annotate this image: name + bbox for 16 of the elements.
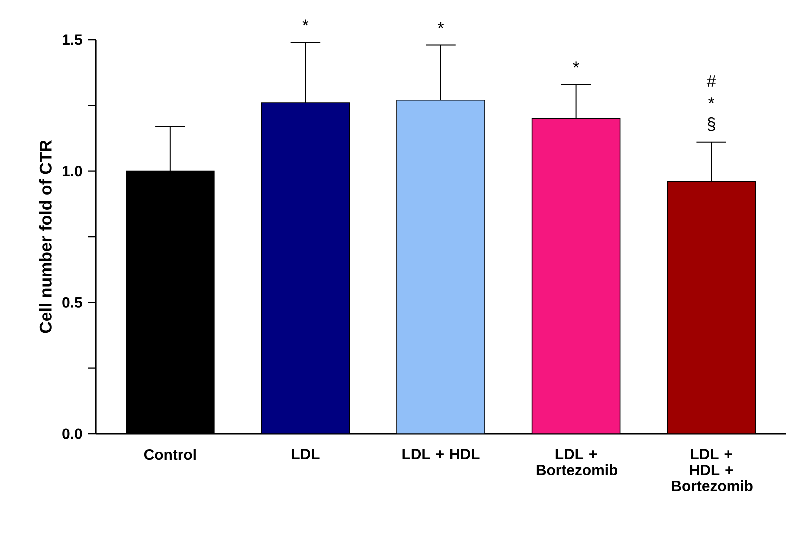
annotation: #: [706, 76, 716, 88]
x-tick-label: LDL + HDL: [402, 449, 480, 460]
x-tick-label: LDL + HDL + Bortezomib: [672, 449, 753, 492]
y-tick-label: 1.5: [62, 34, 82, 46]
text: *: [438, 22, 444, 28]
x-tick-label: LDL: [292, 449, 320, 460]
annotation: *: [573, 62, 580, 68]
x-tick-label: LDL + Bortezomib: [536, 449, 618, 476]
y-axis-title: Cell number fold of CTR: [39, 140, 52, 334]
y-tick-label: 0.5: [62, 297, 82, 308]
y-tick-label: 1.0: [62, 166, 82, 177]
annotation: §: [708, 118, 716, 132]
annotation: *: [708, 98, 715, 104]
x-tick-label: Control: [144, 449, 196, 460]
y-tick-label: 0.0: [62, 428, 82, 440]
text: *: [302, 20, 309, 26]
